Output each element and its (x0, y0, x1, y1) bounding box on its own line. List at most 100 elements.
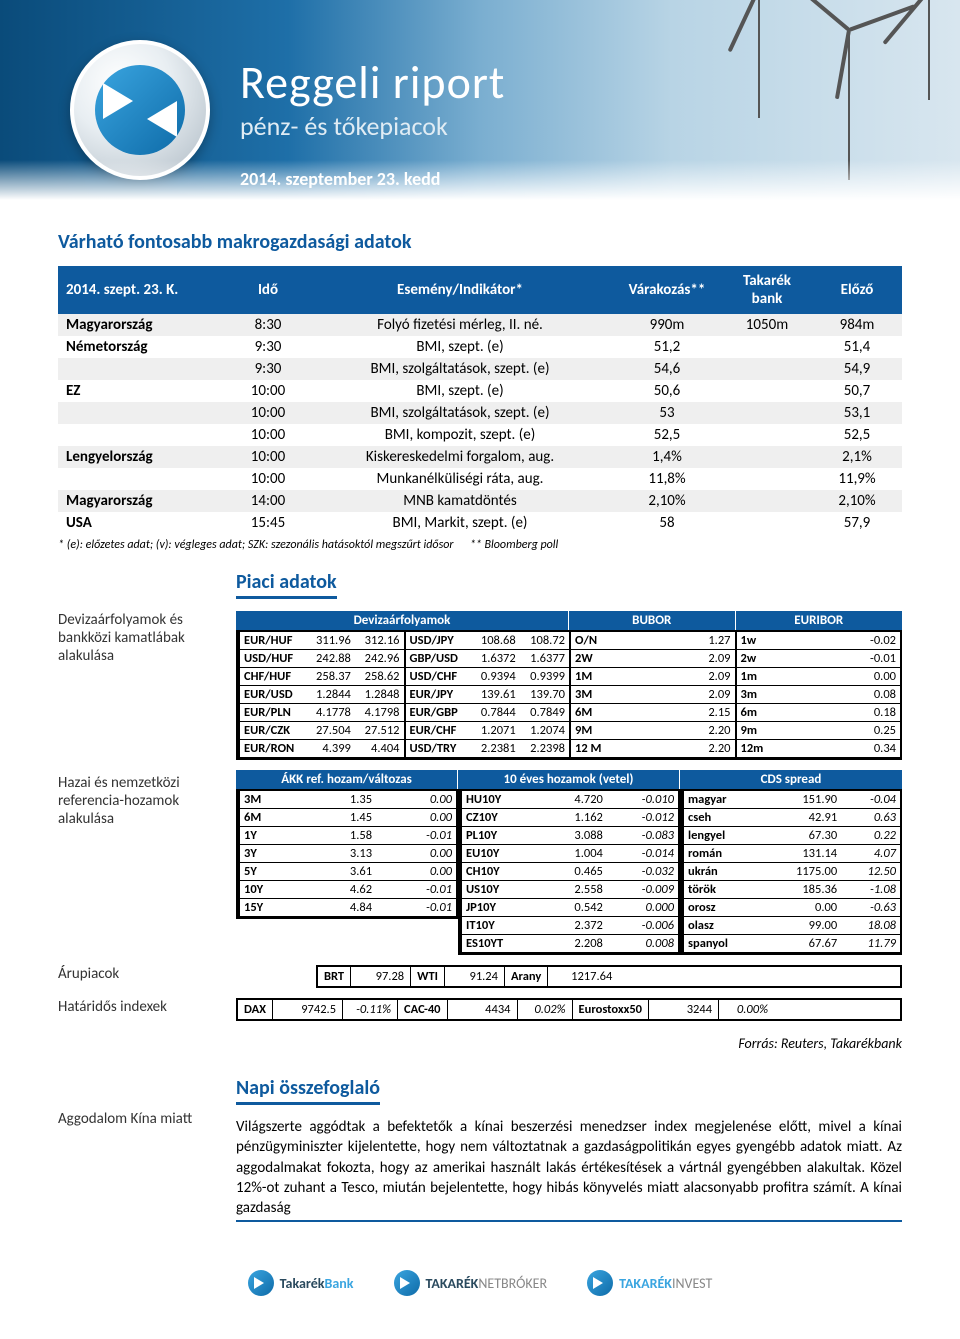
data-row: olasz99.0018.08 (683, 917, 900, 935)
data-row: CHF/HUF258.37258.62 (239, 668, 404, 686)
data-row: EUR/HUF311.96312.16 (239, 632, 404, 650)
summary-text: Világszerte aggódtak a befektetők a kína… (236, 1117, 902, 1222)
data-row: török185.36-1.08 (683, 881, 900, 899)
data-row: spanyol67.6711.79 (683, 935, 900, 953)
data-row: orosz0.00-0.63 (683, 899, 900, 917)
macro-col-expect: Várakozás** (612, 266, 722, 314)
data-row: 1m0.00 (736, 668, 901, 686)
macro-col-date: 2014. szept. 23. K. (58, 266, 228, 314)
ten-header: 10 éves hozamok (vetel) (458, 770, 680, 789)
akk-header: ÁKK ref. hozam/változas (236, 770, 458, 789)
data-row: 9m0.25 (736, 722, 901, 740)
brand-icon (587, 1270, 613, 1296)
market-source: Forrás: Reuters, Takarékbank (58, 1035, 902, 1052)
data-row: HU10Y4.720-0.010 (461, 791, 678, 809)
data-row: magyar151.90-0.04 (683, 791, 900, 809)
data-row: 5Y3.610.00 (239, 863, 456, 881)
macro-row: Németország9:30BMI, szept. (e)51,251,4 (58, 336, 902, 358)
data-row: EU10Y1.004-0.014 (461, 845, 678, 863)
data-row: PL10Y3.088-0.083 (461, 827, 678, 845)
summary-side-label: Aggodalom Kína miatt (58, 1076, 218, 1222)
data-row: EUR/CZK27.50427.512 (239, 722, 404, 740)
data-row: USD/HUF242.88242.96 (239, 650, 404, 668)
summary-section-title: Napi összefoglaló (236, 1076, 380, 1105)
footer-brands: TakarékBank TAKARÉKNETBRÓKER TAKARÉKINVE… (58, 1252, 902, 1314)
report-subtitle: pénz- és tőkepiacok (240, 110, 448, 142)
data-row: ES10YT2.2080.008 (461, 935, 678, 953)
brand-takarekinvest: TAKARÉKINVEST (587, 1270, 712, 1296)
data-row: O/N1.27 (570, 632, 735, 650)
data-row: ukrán1175.0012.50 (683, 863, 900, 881)
macro-row: 9:30BMI, szolgáltatások, szept. (e)54,65… (58, 358, 902, 380)
macro-row: 10:00Munkanélküliségi ráta, aug.11,8%11,… (58, 468, 902, 490)
data-row: USD/CHF0.93940.9399 (405, 668, 570, 686)
yields-table: 3M1.350.006M1.450.001Y1.58-0.013Y3.130.0… (236, 789, 902, 955)
data-row: USD/JPY108.68108.72 (405, 632, 570, 650)
data-row: EUR/USD1.28441.2848 (239, 686, 404, 704)
data-row: 3M2.09 (570, 686, 735, 704)
macro-footnote: * (e): előzetes adat; (v): végleges adat… (58, 538, 902, 552)
macro-row: 10:00BMI, szolgáltatások, szept. (e)5353… (58, 402, 902, 424)
macro-row: USA15:45BMI, Markit, szept. (e)5857,9 (58, 512, 902, 534)
market-section-title: Piaci adatok (236, 570, 337, 599)
data-row: 9M2.20 (570, 722, 735, 740)
logo-icon (70, 40, 210, 180)
data-row: 3M1.350.00 (239, 791, 456, 809)
macro-col-time: Idő (228, 266, 308, 314)
macro-row: Magyarország8:30Folyó fizetési mérleg, I… (58, 314, 902, 336)
data-row: 2w-0.01 (736, 650, 901, 668)
brand-takarekbank: TakarékBank (248, 1270, 354, 1296)
data-row: CH10Y0.465-0.032 (461, 863, 678, 881)
fx-header: Devizaárfolyamok (236, 611, 569, 630)
data-row: EUR/JPY139.61139.70 (405, 686, 570, 704)
macro-row: 10:00BMI, kompozit, szept. (e)52,552,5 (58, 424, 902, 446)
data-row: CZ10Y1.162-0.012 (461, 809, 678, 827)
data-row: 6m0.18 (736, 704, 901, 722)
data-row: GBP/USD1.63721.6377 (405, 650, 570, 668)
brand-icon (394, 1270, 420, 1296)
data-row: 1w-0.02 (736, 632, 901, 650)
macro-row: Magyarország14:00MNB kamatdöntés2,10%2,1… (58, 490, 902, 512)
data-row: EUR/PLN4.17784.1798 (239, 704, 404, 722)
data-row: 6M1.450.00 (239, 809, 456, 827)
data-row: 3m0.08 (736, 686, 901, 704)
futures-side-label: Határidős indexek (58, 992, 218, 1021)
brand-takareknetbroker: TAKARÉKNETBRÓKER (394, 1270, 548, 1296)
futures-row: DAX 9742.5 -0.11% CAC-40 4434 0.02% Euro… (236, 998, 902, 1021)
data-row: EUR/GBP0.78440.7849 (405, 704, 570, 722)
data-row: cseh42.910.63 (683, 809, 900, 827)
data-row: 1Y1.58-0.01 (239, 827, 456, 845)
euribor-header: EURIBOR (736, 611, 903, 630)
data-row: USD/TRY2.23812.2398 (405, 740, 570, 758)
data-row: EUR/RON4.3994.404 (239, 740, 404, 758)
macro-col-bank: Takarék bank (722, 266, 812, 314)
fx-table: EUR/HUF311.96312.16USD/HUF242.88242.96CH… (236, 630, 902, 760)
brand-icon (248, 1270, 274, 1296)
data-row: 12 M2.20 (570, 740, 735, 758)
data-row: román131.144.07 (683, 845, 900, 863)
macro-section-title: Várható fontosabb makrogazdasági adatok (58, 230, 902, 254)
data-row: 1M2.09 (570, 668, 735, 686)
bubor-header: BUBOR (569, 611, 736, 630)
data-row: 12m0.34 (736, 740, 901, 758)
commodities-row: BRT 97.28 WTI 91.24 Arany 1217.64 (316, 965, 902, 988)
data-row: 15Y4.84-0.01 (239, 899, 456, 917)
data-row: 6M2.15 (570, 704, 735, 722)
yields-side-label: Hazai és nemzetközi referencia-hozamok a… (58, 770, 218, 955)
data-row: IT10Y2.372-0.006 (461, 917, 678, 935)
header-banner: Reggeli riport pénz- és tőkepiacok 2014.… (0, 0, 960, 200)
data-row: 10Y4.62-0.01 (239, 881, 456, 899)
fx-side-label: Devizaárfolyamok és bankközi kamatlábak … (58, 611, 218, 665)
data-row: lengyel67.300.22 (683, 827, 900, 845)
macro-row: EZ10:00BMI, szept. (e)50,650,7 (58, 380, 902, 402)
data-row: US10Y2.558-0.009 (461, 881, 678, 899)
report-title: Reggeli riport (240, 55, 505, 111)
cds-header: CDS spread (680, 770, 902, 789)
data-row: EUR/CHF1.20711.2074 (405, 722, 570, 740)
macro-row: Lengyelország10:00Kiskereskedelmi forgal… (58, 446, 902, 468)
data-row: JP10Y0.5420.000 (461, 899, 678, 917)
macro-col-event: Esemény/Indikátor* (308, 266, 612, 314)
data-row: 2W2.09 (570, 650, 735, 668)
commod-side-label: Árupiacok (58, 959, 218, 988)
macro-table: 2014. szept. 23. K. Idő Esemény/Indikáto… (58, 266, 902, 534)
